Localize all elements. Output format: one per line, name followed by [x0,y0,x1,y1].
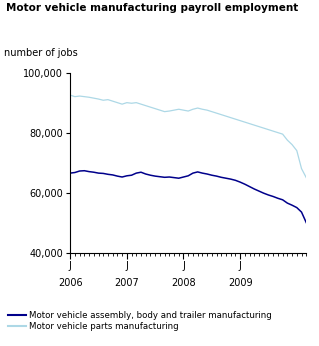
Text: 2006: 2006 [58,277,83,288]
Text: number of jobs: number of jobs [4,48,78,58]
Legend: Motor vehicle assembly, body and trailer manufacturing, Motor vehicle parts manu: Motor vehicle assembly, body and trailer… [8,311,272,331]
Text: 2009: 2009 [228,277,252,288]
Text: Motor vehicle manufacturing payroll employment: Motor vehicle manufacturing payroll empl… [6,3,299,13]
Text: 2007: 2007 [115,277,139,288]
Text: 2008: 2008 [171,277,196,288]
